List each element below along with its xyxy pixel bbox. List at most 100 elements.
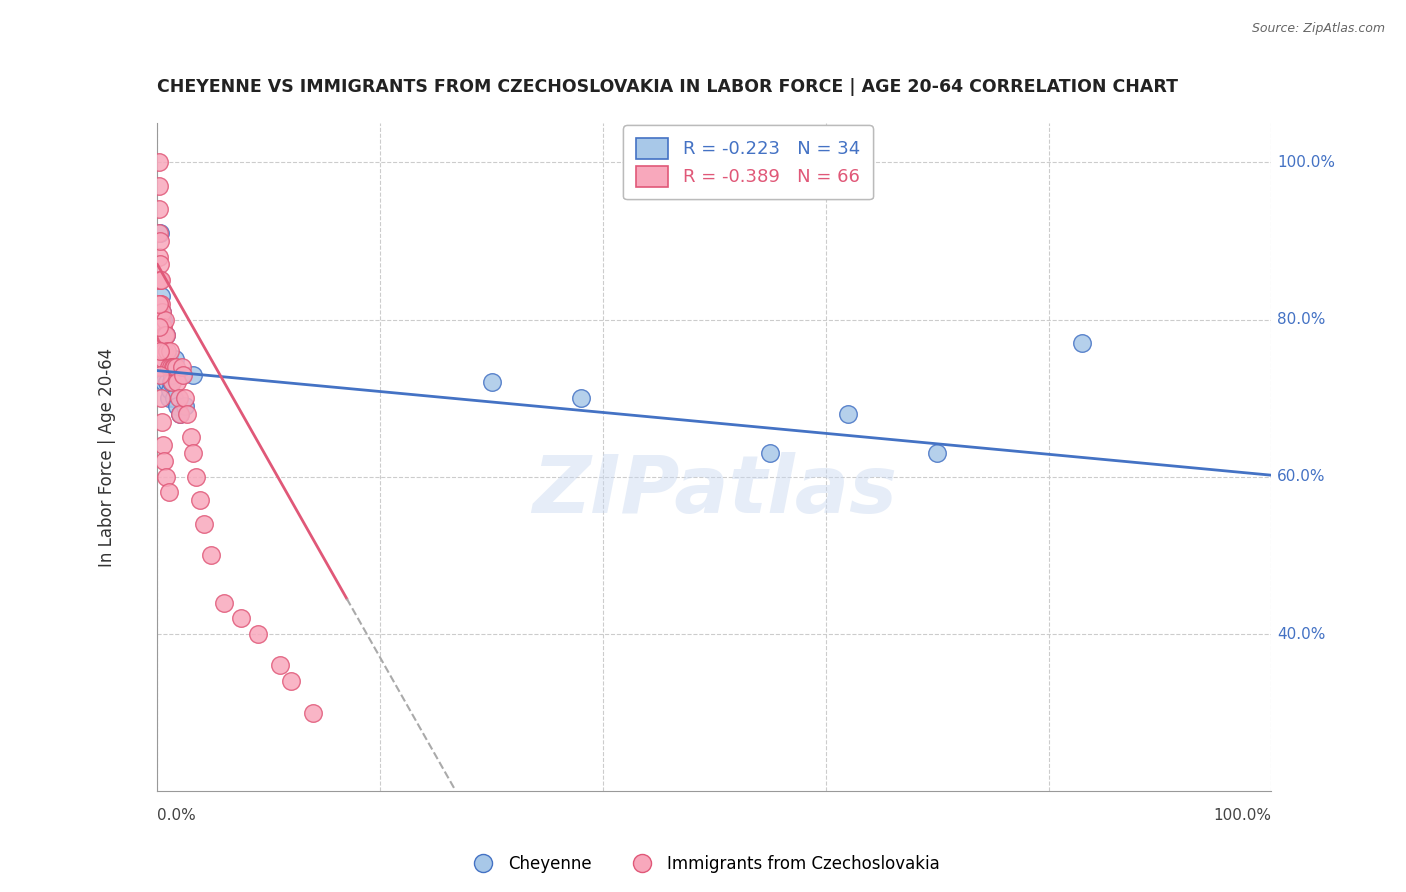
Point (169, 407, 191, 421)
Point (149, 368, 172, 382)
Point (160, 376, 183, 390)
Point (152, 336, 174, 351)
Point (246, 627, 269, 641)
Point (181, 446, 204, 460)
Text: Source: ZipAtlas.com: Source: ZipAtlas.com (1251, 22, 1385, 36)
Point (149, 343, 172, 358)
Point (166, 399, 188, 413)
Point (165, 359, 187, 374)
Point (153, 351, 176, 366)
Text: 60.0%: 60.0% (1277, 469, 1326, 484)
Point (174, 399, 197, 413)
Point (149, 289, 172, 303)
Point (155, 328, 177, 343)
Point (166, 376, 188, 390)
Point (153, 343, 176, 358)
Point (170, 368, 193, 382)
Point (152, 351, 174, 366)
Point (157, 351, 180, 366)
Point (1071, 336, 1094, 351)
Point (188, 493, 211, 508)
Point (149, 273, 172, 287)
Point (159, 384, 181, 398)
Point (153, 328, 176, 343)
Point (153, 359, 176, 374)
Point (150, 304, 173, 318)
Text: 80.0%: 80.0% (1277, 312, 1326, 327)
Point (157, 485, 180, 500)
Point (159, 343, 181, 358)
Point (150, 351, 173, 366)
Point (150, 343, 173, 358)
Point (149, 312, 172, 326)
Point (148, 250, 170, 264)
Point (149, 391, 172, 405)
Point (149, 226, 172, 240)
Point (167, 391, 190, 405)
Point (163, 391, 186, 405)
Point (149, 297, 172, 311)
Point (148, 297, 170, 311)
Point (149, 273, 172, 287)
Point (302, 706, 325, 720)
Text: 40.0%: 40.0% (1277, 626, 1326, 641)
Point (212, 596, 235, 610)
Point (149, 312, 172, 326)
Point (155, 469, 177, 483)
Point (156, 376, 179, 390)
Point (152, 312, 174, 326)
Point (193, 516, 215, 531)
Point (149, 312, 172, 326)
Point (200, 549, 222, 563)
Point (176, 407, 198, 421)
Text: CHEYENNE VS IMMIGRANTS FROM CZECHOSLOVAKIA IN LABOR FORCE | AGE 20-64 CORRELATIO: CHEYENNE VS IMMIGRANTS FROM CZECHOSLOVAK… (157, 78, 1178, 96)
Point (152, 438, 174, 452)
Point (149, 343, 172, 358)
Point (927, 446, 949, 460)
Point (150, 336, 173, 351)
Point (148, 320, 170, 334)
Text: 100.0%: 100.0% (1277, 154, 1334, 169)
Text: In Labor Force | Age 20-64: In Labor Force | Age 20-64 (98, 348, 117, 566)
Point (759, 446, 782, 460)
Point (152, 359, 174, 374)
Text: 0.0%: 0.0% (157, 808, 197, 823)
Point (160, 368, 183, 382)
Text: ZIPatlas: ZIPatlas (531, 451, 897, 530)
Point (162, 359, 184, 374)
Point (148, 226, 170, 240)
Point (169, 407, 191, 421)
Point (149, 297, 172, 311)
Point (150, 415, 173, 429)
Point (152, 320, 174, 334)
Point (149, 328, 172, 343)
Point (186, 469, 208, 483)
Point (148, 178, 170, 193)
Legend: R = -0.223   N = 34, R = -0.389   N = 66: R = -0.223 N = 34, R = -0.389 N = 66 (623, 125, 873, 200)
Point (148, 273, 170, 287)
Text: 100.0%: 100.0% (1213, 808, 1271, 823)
Point (148, 155, 170, 169)
Point (157, 391, 180, 405)
Point (165, 351, 187, 366)
Point (569, 391, 592, 405)
Point (153, 454, 176, 468)
Point (150, 304, 173, 318)
Point (149, 343, 172, 358)
Point (153, 312, 176, 326)
Point (159, 359, 181, 374)
Point (157, 359, 180, 374)
Point (229, 611, 252, 625)
Point (155, 328, 177, 343)
Point (156, 343, 179, 358)
Point (148, 202, 170, 217)
Point (181, 368, 204, 382)
Point (150, 320, 173, 334)
Point (172, 368, 194, 382)
Point (280, 674, 302, 689)
Point (159, 376, 181, 390)
Point (149, 257, 172, 271)
Point (150, 359, 173, 374)
Point (174, 391, 197, 405)
Point (153, 328, 176, 343)
